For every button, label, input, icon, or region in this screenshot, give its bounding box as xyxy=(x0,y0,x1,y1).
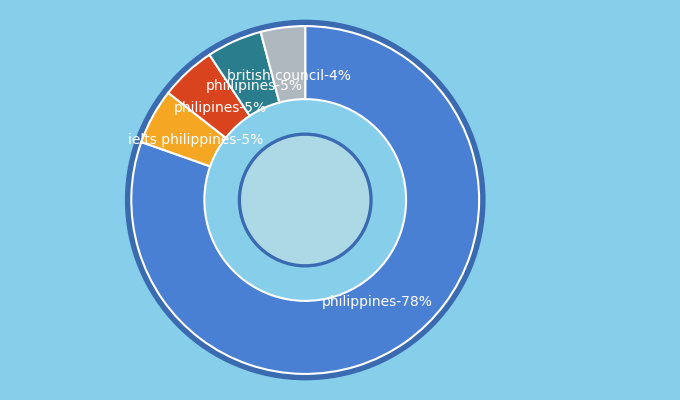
Wedge shape xyxy=(209,32,279,116)
Text: british council-4%: british council-4% xyxy=(227,69,351,83)
Text: ielts philippines-5%: ielts philippines-5% xyxy=(128,133,263,147)
Wedge shape xyxy=(141,93,226,166)
Text: phillipines-5%: phillipines-5% xyxy=(205,79,303,93)
Circle shape xyxy=(241,136,369,264)
Text: philipines-5%: philipines-5% xyxy=(174,101,267,115)
Text: philippines-78%: philippines-78% xyxy=(322,295,433,309)
Wedge shape xyxy=(131,26,479,374)
Wedge shape xyxy=(168,55,250,138)
Wedge shape xyxy=(260,26,305,102)
